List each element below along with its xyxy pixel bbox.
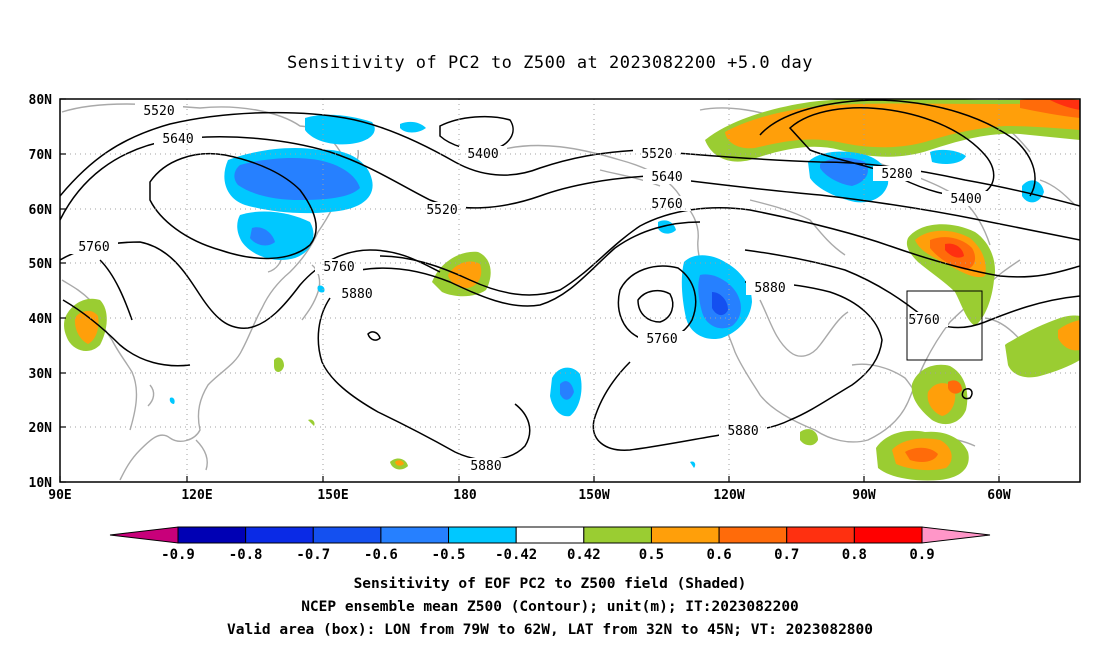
colorbar-tick-label: 0.7 bbox=[774, 547, 799, 563]
lat-tick-label: 20N bbox=[29, 421, 53, 436]
colorbar-tick-label: -0.9 bbox=[161, 547, 195, 563]
colorbar-tick-label: 0.8 bbox=[842, 547, 867, 563]
colorbar-cell bbox=[177, 526, 247, 544]
contour-label: 5760 bbox=[78, 240, 109, 255]
contour-label: 5760 bbox=[908, 313, 939, 328]
colorbar-cell bbox=[448, 526, 517, 544]
colorbar-tick-label: -0.6 bbox=[364, 547, 398, 563]
z500-contours bbox=[60, 99, 1080, 461]
colorbar-cell bbox=[853, 526, 923, 544]
colorbar-high-arrow bbox=[921, 526, 991, 544]
lon-tick-label: 150E bbox=[317, 488, 348, 503]
colorbar-cell bbox=[312, 526, 382, 544]
colorbar-cell bbox=[380, 526, 450, 544]
colorbar-cell bbox=[245, 526, 314, 544]
lat-tick-label: 30N bbox=[29, 367, 53, 382]
colorbar-cell bbox=[515, 526, 585, 544]
lon-tick-label: 60W bbox=[987, 488, 1011, 503]
colorbar-cell bbox=[583, 526, 652, 544]
colorbar-tick-label: -0.8 bbox=[229, 547, 263, 563]
colorbar-tick-label: 0.6 bbox=[706, 547, 731, 563]
map-frame bbox=[59, 98, 1081, 483]
gridlines bbox=[60, 99, 1080, 482]
lon-tick-label: 180 bbox=[453, 488, 477, 503]
lat-tick-label: 60N bbox=[29, 203, 53, 218]
contour-labels: 5520 5640 5400 5520 5520 5640 5760 5280 … bbox=[70, 103, 990, 474]
footer-line-2: NCEP ensemble mean Z500 (Contour); unit(… bbox=[301, 599, 799, 615]
latitude-axis: 80N 70N 60N 50N 40N 30N 20N 10N bbox=[29, 93, 66, 491]
lon-tick-label: 120W bbox=[713, 488, 744, 503]
valid-area-box bbox=[906, 290, 983, 361]
longitude-axis: 90E 120E 150E 180 150W 120W 90W 60W bbox=[48, 476, 1011, 503]
lat-tick-label: 50N bbox=[29, 257, 53, 272]
contour-label: 5280 bbox=[881, 167, 912, 182]
contour-label: 5400 bbox=[467, 147, 498, 162]
colorbar-tick-label: -0.5 bbox=[432, 547, 466, 563]
colorbar-cell bbox=[786, 526, 855, 544]
lat-tick-label: 80N bbox=[29, 93, 53, 108]
lon-tick-label: 150W bbox=[578, 488, 609, 503]
colorbar-tick-label: -0.7 bbox=[296, 547, 330, 563]
colorbar-tick-label: 0.42 bbox=[567, 547, 601, 563]
contour-label: 5520 bbox=[641, 147, 672, 162]
colorbar-tick-label: -0.42 bbox=[495, 547, 537, 563]
lon-tick-label: 90E bbox=[48, 488, 71, 503]
contour-label: 5640 bbox=[162, 132, 193, 147]
colorbar-tick-label: 0.5 bbox=[639, 547, 664, 563]
contour-label: 5640 bbox=[651, 170, 682, 185]
colorbar-low-arrow bbox=[109, 526, 179, 544]
lon-tick-label: 90W bbox=[852, 488, 876, 503]
contour-label: 5880 bbox=[727, 424, 758, 439]
colorbar-cell bbox=[718, 526, 788, 544]
colorbar-tick-label: 0.9 bbox=[909, 547, 934, 563]
colorbar-cell bbox=[650, 526, 720, 544]
lat-tick-label: 70N bbox=[29, 148, 53, 163]
contour-label: 5400 bbox=[950, 192, 981, 207]
footer-line-3: Valid area (box): LON from 79W to 62W, L… bbox=[227, 622, 873, 638]
contour-label: 5520 bbox=[143, 104, 174, 119]
contour-label: 5760 bbox=[323, 260, 354, 275]
contour-label: 5880 bbox=[470, 459, 501, 474]
contour-label: 5880 bbox=[754, 281, 785, 296]
figure-title: Sensitivity of PC2 to Z500 at 2023082200… bbox=[287, 53, 813, 73]
contour-label: 5760 bbox=[651, 197, 682, 212]
lat-tick-label: 10N bbox=[29, 476, 53, 491]
contour-label: 5760 bbox=[646, 332, 677, 347]
map-area: 5520 5640 5400 5520 5520 5640 5760 5280 … bbox=[60, 99, 1080, 482]
lon-tick-label: 120E bbox=[181, 488, 212, 503]
contour-label: 5880 bbox=[341, 287, 372, 302]
lat-tick-label: 40N bbox=[29, 312, 53, 327]
footer-line-1: Sensitivity of EOF PC2 to Z500 field (Sh… bbox=[354, 576, 747, 592]
colorbar: -0.9 -0.8 -0.7 -0.6 -0.5 -0.42 0.42 0.5 0.6 0.7 0.… bbox=[109, 526, 991, 563]
contour-label: 5520 bbox=[426, 203, 457, 218]
